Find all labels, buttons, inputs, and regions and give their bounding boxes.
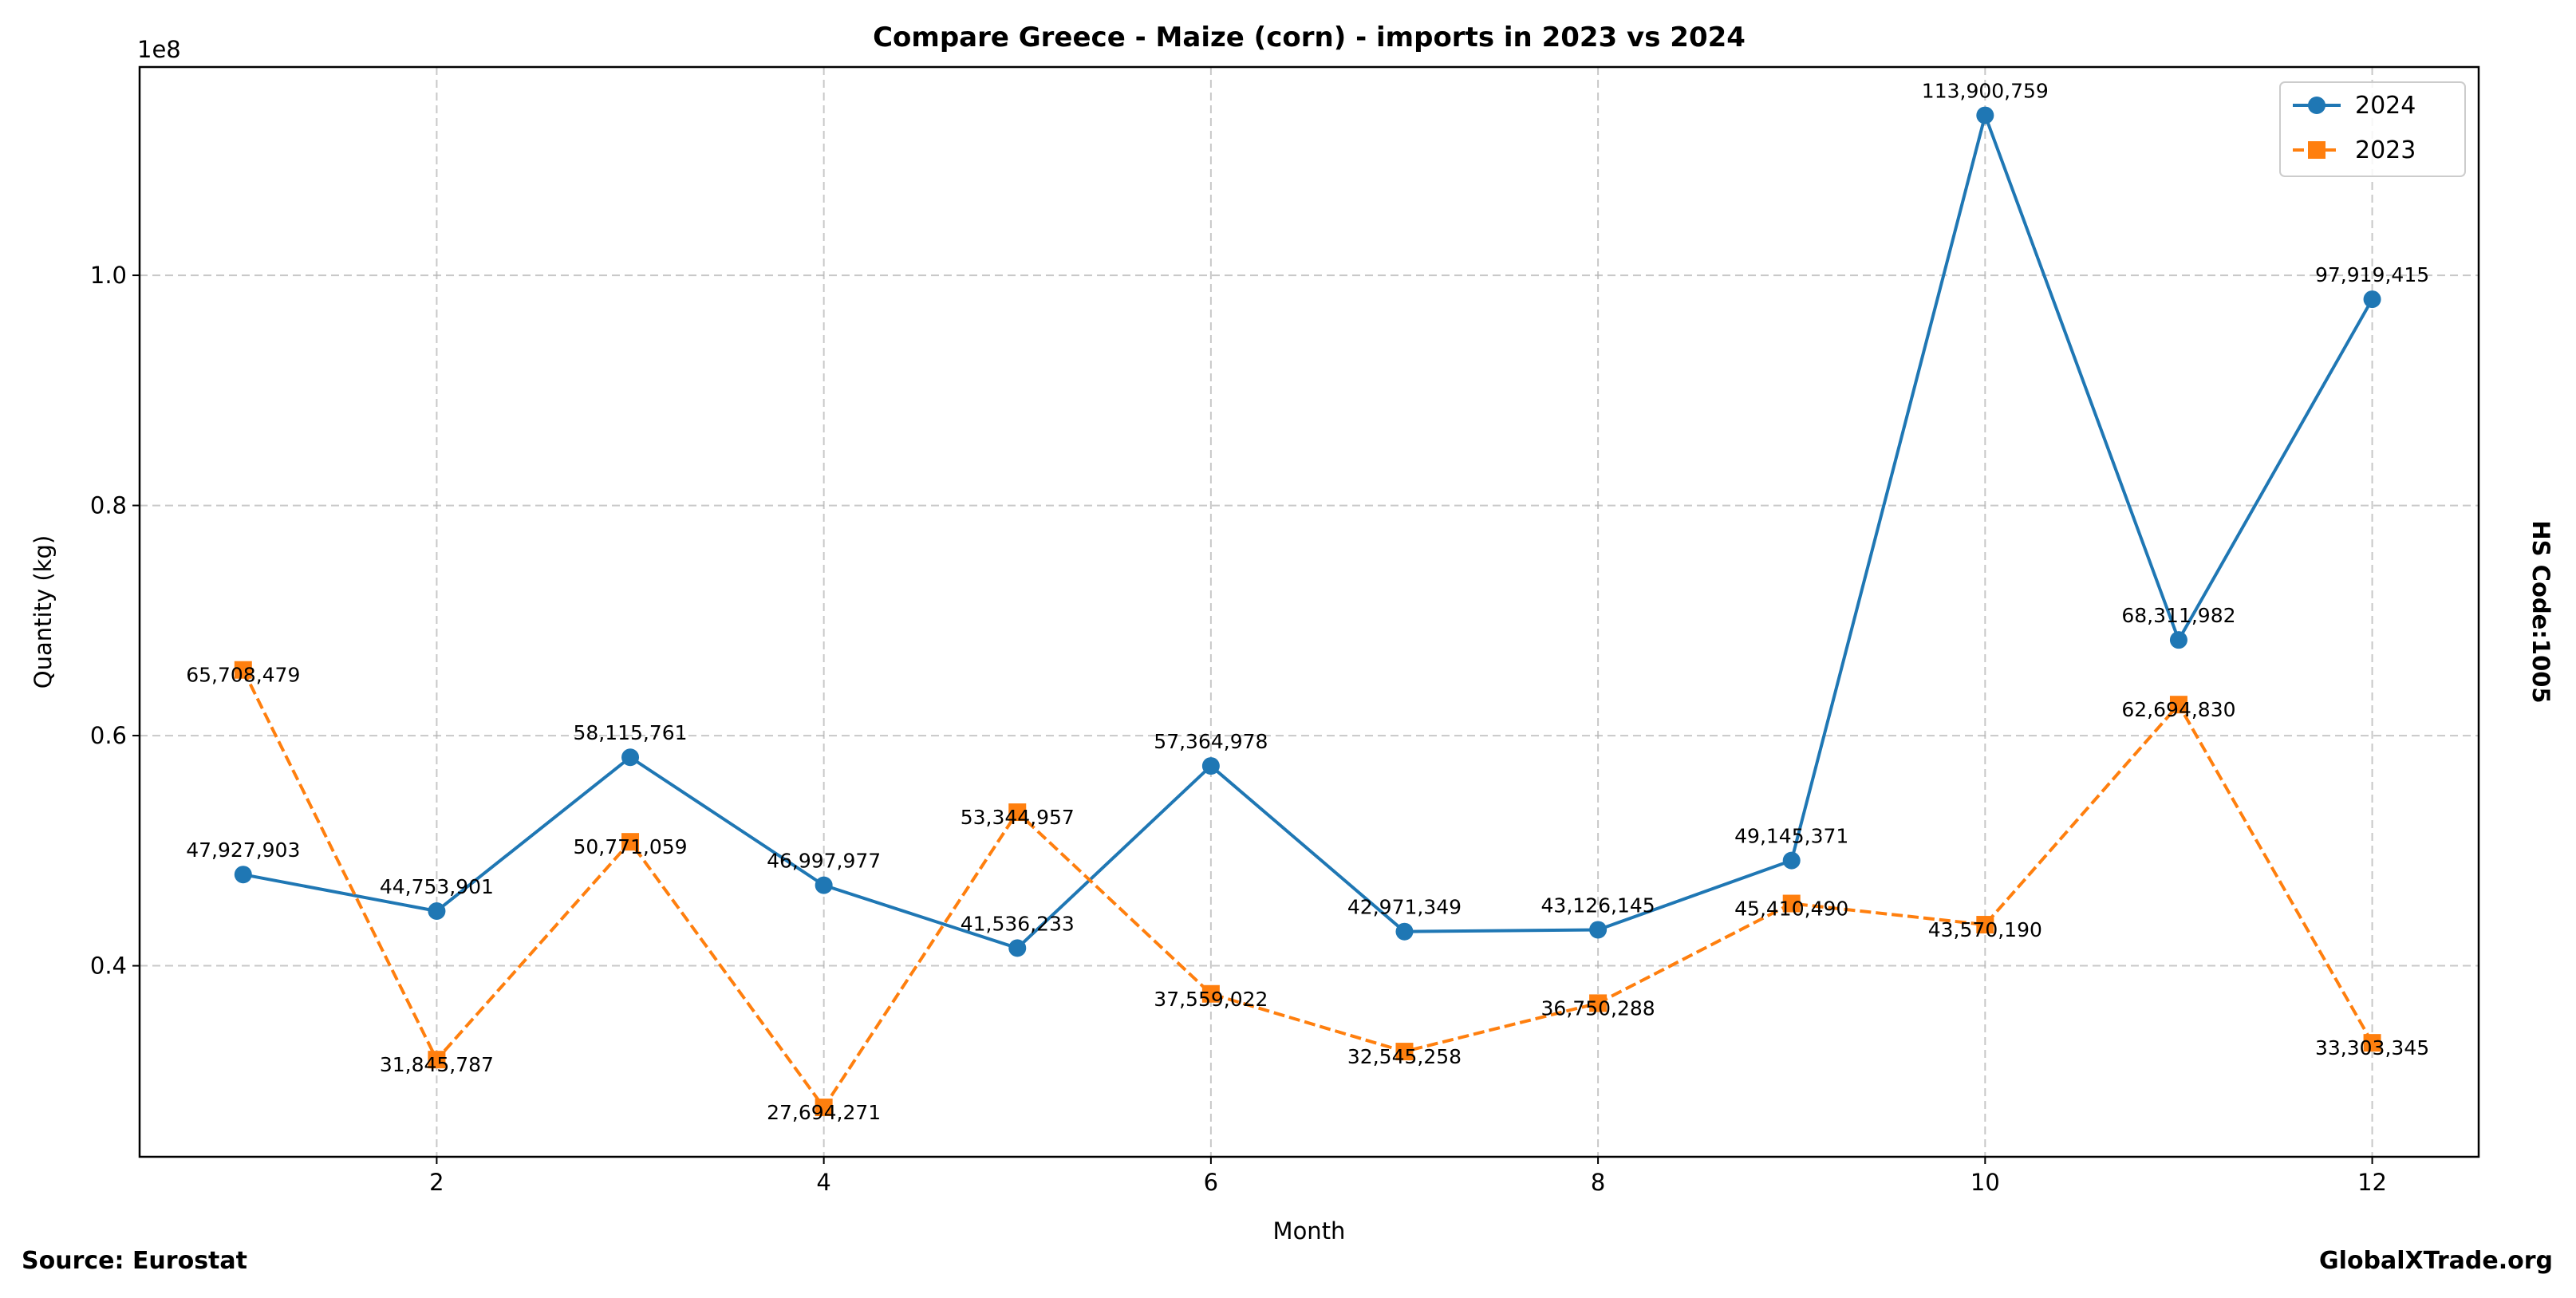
data-point-2023	[2169, 696, 2187, 714]
y-tick-label: 0.4	[90, 953, 127, 980]
data-point-2024	[815, 876, 833, 894]
data-point-2023	[621, 833, 640, 851]
plot-frame	[138, 65, 2480, 1158]
x-tick-label: 2	[429, 1169, 444, 1196]
x-axis-label: Month	[1273, 1217, 1346, 1245]
data-point-2024	[2169, 631, 2187, 649]
source-footer: Source: Eurostat	[22, 1247, 247, 1275]
data-label-2023: 32,545,258	[1347, 1045, 1462, 1068]
data-label-2024: 113,900,759	[1922, 80, 2049, 103]
data-point-2023	[1395, 1043, 1414, 1061]
data-label-2024: 46,997,977	[767, 850, 881, 873]
data-point-2024	[428, 901, 446, 920]
data-point-2023	[1008, 803, 1027, 822]
data-label-2024: 44,753,901	[380, 875, 494, 898]
data-label-2023: 33,303,345	[2315, 1036, 2429, 1059]
x-tick-label: 4	[816, 1169, 830, 1196]
data-label-2024: 43,126,145	[1541, 894, 1655, 917]
y-offset-label: 1e8	[137, 36, 181, 63]
data-label-2024: 49,145,371	[1734, 825, 1848, 848]
legend: 2024 2023	[2279, 81, 2466, 177]
data-point-2023	[1976, 916, 1994, 934]
y-tick-label: 0.8	[90, 492, 127, 519]
data-label-2023: 36,750,288	[1541, 996, 1655, 1020]
data-point-2024	[1201, 757, 1220, 775]
legend-label-2024: 2024	[2355, 92, 2416, 120]
data-label-2023: 62,694,830	[2121, 698, 2235, 721]
data-label-2023: 53,344,957	[961, 806, 1075, 829]
data-label-2023: 37,559,022	[1154, 988, 1268, 1011]
data-label-2023: 43,570,190	[1928, 918, 2042, 941]
data-label-2023: 50,771,059	[573, 835, 687, 858]
y-axis-label: Quantity (kg)	[30, 535, 57, 688]
data-labels: 47,927,903 44,753,901 58,115,761 46,997,977…	[186, 80, 2429, 1124]
data-point-2023	[234, 661, 252, 679]
series-line-2023	[242, 669, 2374, 1110]
data-label-2023: 45,410,490	[1734, 898, 1848, 921]
data-point-2023	[1201, 984, 1220, 1003]
x-tick-label: 6	[1204, 1169, 1218, 1196]
data-point-2024	[2363, 290, 2381, 309]
y-tick-label: 1.0	[90, 262, 127, 289]
data-label-2024: 42,971,349	[1347, 896, 1462, 919]
legend-marker-2023	[2308, 141, 2326, 159]
brand-footer: GlobalXTrade.org	[2319, 1247, 2553, 1275]
data-point-2024	[1008, 939, 1027, 957]
x-tick-label: 12	[2357, 1169, 2387, 1196]
data-point-2024	[1782, 851, 1801, 870]
data-point-2023	[815, 1099, 833, 1117]
data-label-2024: 41,536,233	[961, 912, 1075, 935]
x-tick-label: 8	[1591, 1169, 1605, 1196]
y-tick-label: 0.6	[90, 722, 127, 749]
data-point-2024	[234, 866, 252, 884]
data-label-2023: 31,845,787	[380, 1053, 494, 1076]
series-line-2024	[243, 113, 2374, 950]
data-label-2024: 57,364,978	[1154, 730, 1268, 753]
data-label-2024: 58,115,761	[573, 721, 687, 744]
series-layer	[234, 106, 2381, 1117]
data-label-2023: 65,708,479	[186, 664, 300, 687]
hs-code-label: HS Code:1005	[2527, 520, 2554, 703]
data-point-2023	[1589, 994, 1608, 1012]
legend-marker-2024	[2308, 97, 2326, 114]
data-label-2024: 97,919,415	[2315, 263, 2429, 286]
legend-label-2023: 2023	[2355, 136, 2416, 164]
grid-lines	[140, 67, 2479, 1157]
data-label-2024: 68,311,982	[2121, 604, 2235, 627]
x-tick-label: 10	[1970, 1169, 2000, 1196]
chart-title: Compare Greece - Maize (corn) - imports …	[873, 22, 1746, 53]
data-point-2024	[1589, 921, 1608, 939]
data-point-2023	[428, 1051, 446, 1069]
axis-ticks: 2 4 6 8 10 12 0.4 0.6 0.8 1.0	[90, 262, 2387, 1196]
data-point-2024	[1976, 106, 1994, 124]
data-point-2024	[621, 748, 640, 767]
data-point-2023	[1782, 894, 1801, 913]
data-point-2023	[2363, 1034, 2381, 1052]
data-label-2024: 47,927,903	[186, 838, 300, 862]
data-point-2024	[1395, 922, 1414, 941]
data-label-2023: 27,694,271	[767, 1101, 881, 1124]
